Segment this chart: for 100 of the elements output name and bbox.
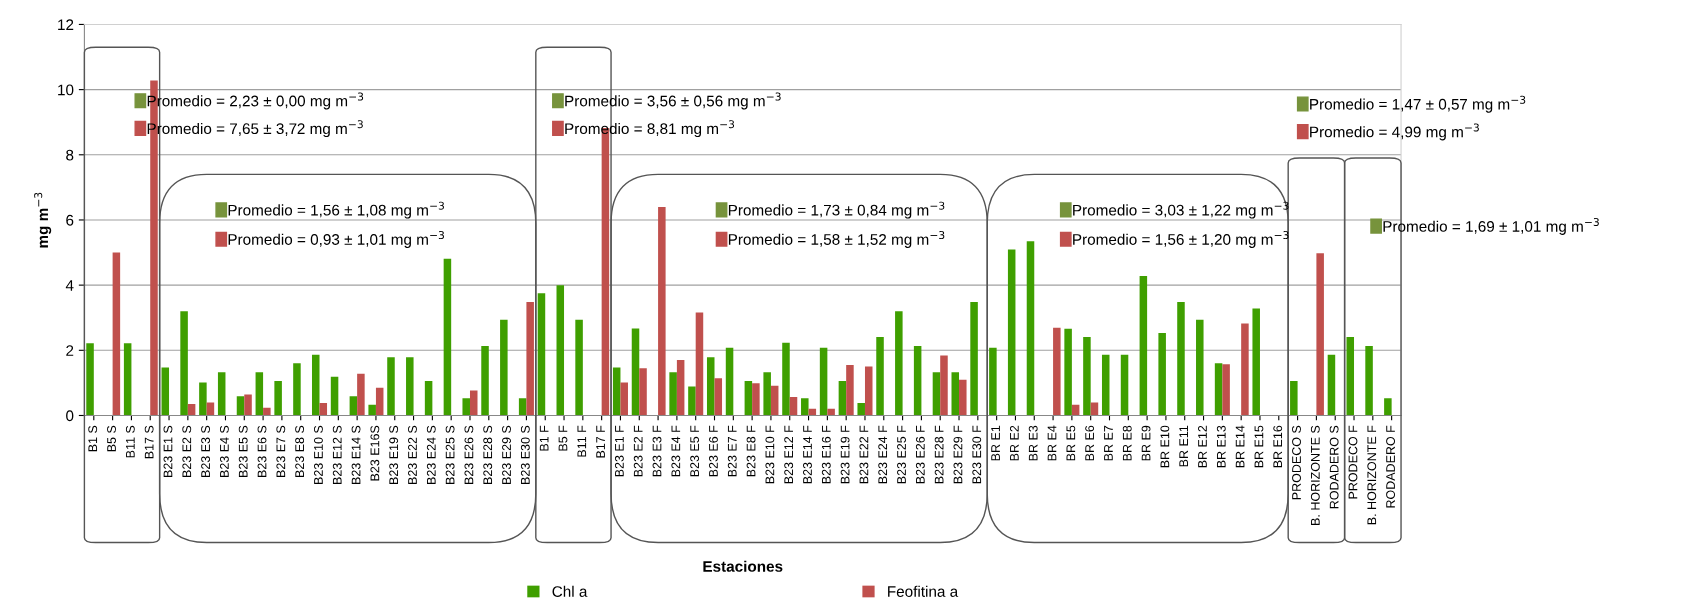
x-tick-label: BR E12 [1198,425,1207,468]
x-tick-label: B1 S [88,425,98,452]
bar [932,372,941,416]
bar [187,404,196,416]
x-tick-label: BR E5 [1066,425,1076,461]
x-tick-label: B17 F [596,425,605,458]
bar [123,343,132,416]
bar [1365,346,1373,416]
bar [940,355,948,416]
bar [293,363,301,416]
annotation: Promedio = 1,69 ± 1,01 mg m$^{−3}$ [1383,217,1599,235]
x-tick-label: B23 E26 F [915,425,925,484]
bar [375,387,384,416]
bar [676,360,685,416]
bar [575,319,583,416]
bar [1241,323,1249,416]
x-tick-label: B23 E24 F [878,425,888,484]
x-tick-label: B23 E26 S [464,425,474,484]
bar [1177,302,1185,416]
y-tick-label: 2 [66,345,74,356]
bar [112,252,121,416]
bar [469,390,478,416]
bar [206,402,215,416]
bar [1090,402,1099,416]
x-tick-label: B23 E3 S [201,425,211,477]
bar [368,404,376,416]
bar [838,380,847,416]
x-tick-label: B11 F [577,425,587,457]
annotation: Promedio = 1,56 ± 1,08 mg m$^{−3}$ [228,201,444,219]
bar [864,366,873,416]
x-tick-label: B23 E2 F [633,425,643,477]
bar [217,372,226,416]
x-tick-label: BR E9 [1141,425,1151,461]
y-tick-label: 0 [66,410,74,422]
bar [1139,276,1148,416]
bar [695,312,704,416]
bar [620,382,628,416]
x-tick-label: B17 S [144,425,154,459]
y-axis-title: mg m$^{−3}$ [34,192,52,248]
bar [1064,328,1072,416]
x-tick-label: B23 E19 F [840,425,850,484]
x-tick-label: B23 E25 S [445,425,455,484]
x-tick-label: BR E3 [1028,425,1038,461]
x-tick-label: BR E14 [1235,425,1245,468]
x-tick-label: BR E1 [991,425,1000,461]
x-tick-label: B23 E25 F [897,425,906,484]
bar [658,206,666,416]
legend-label: Chl a [552,585,588,597]
bar [706,357,715,416]
x-tick-label: B23 E10 F [765,425,775,484]
annotation: Promedio = 0,93 ± 1,01 mg m$^{−3}$ [228,230,444,248]
y-tick-label: 6 [66,214,74,226]
x-tick-label: B23 E28 F [934,425,944,484]
x-tick-label: B23 E7 F [727,425,737,477]
bar [951,372,960,416]
x-tick-label: B1 F [539,425,549,451]
bar [1026,241,1035,416]
x-tick-label: B23 E28 S [483,425,493,484]
bar [819,347,828,416]
bar [1196,319,1204,416]
x-tick-label: B23 E24 S [426,425,436,484]
x-tick-label: RODADERO S [1329,425,1339,509]
bar [1007,249,1016,416]
x-tick-label: B23 E4 F [671,425,681,477]
bar [763,372,771,416]
bar [274,380,282,416]
x-tick-label: B23 E6 S [257,425,267,477]
bar [518,398,527,416]
x-tick-label: B23 E2 S [182,425,192,477]
x-tick-label: B23 E22 F [859,425,869,484]
x-tick-label: PRODECO F [1348,425,1358,499]
bar [827,408,835,416]
x-tick-label: B23 E6 F [709,425,718,477]
bar [236,396,245,416]
bar [500,319,508,416]
bar [789,396,798,416]
bar [263,407,271,416]
x-tick-label: B. HORIZONTE F [1367,425,1377,525]
bar [357,373,365,416]
x-tick-label: BR E16 [1273,425,1283,468]
x-tick-label: BR E4 [1047,425,1057,461]
bar [1101,354,1110,416]
bar [876,336,884,416]
bar [770,385,779,416]
x-tick-label: BR E6 [1085,425,1095,461]
bar [1316,253,1324,416]
x-tick-label: B23 E3 F [652,425,662,477]
x-tick-label: B23 E12 S [332,425,342,484]
bar [537,293,546,416]
x-tick-label: BR E8 [1122,425,1132,461]
x-tick-label: B23 E5 S [238,425,248,477]
bar [244,394,252,416]
bar [406,357,414,416]
bar [1158,333,1166,416]
bar [1346,336,1355,416]
y-tick-label: 10 [58,84,74,96]
x-tick-label: BR E11 [1179,425,1188,467]
x-tick-label: B23 E16 F [821,425,831,484]
bar [556,285,565,416]
bar [1327,354,1336,416]
